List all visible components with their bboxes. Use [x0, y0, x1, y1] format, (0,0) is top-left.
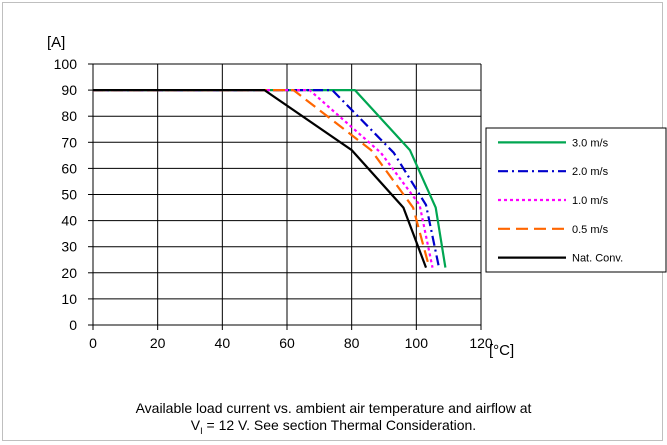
y-tick-label: 90 — [61, 82, 77, 98]
chart-grid — [93, 64, 481, 325]
chart-series — [93, 90, 445, 268]
x-tick-label: 40 — [215, 335, 231, 351]
figure-caption: Available load current vs. ambient air t… — [0, 400, 667, 440]
caption-line-1: Available load current vs. ambient air t… — [0, 400, 667, 417]
legend-label-1: 3.0 m/s — [572, 137, 609, 149]
legend-label-4: 0.5 m/s — [572, 224, 609, 236]
y-tick-label: 10 — [61, 291, 77, 307]
chart-legend: 3.0 m/s 2.0 m/s 1.0 m/s 0.5 m/s Nat. Conv. — [486, 128, 666, 272]
y-tick-label: 50 — [61, 187, 77, 203]
x-tick-label: 60 — [279, 335, 295, 351]
y-tick-label: 20 — [61, 265, 77, 281]
caption-line-2: VI = 12 V. See section Thermal Considera… — [0, 417, 667, 440]
y-axis-label: [A] — [47, 34, 65, 51]
x-axis-label: [°C] — [489, 342, 514, 359]
x-tick-label: 80 — [344, 335, 360, 351]
y-tick-label: 100 — [54, 56, 78, 72]
y-tick-label: 80 — [61, 108, 77, 124]
y-tick-label: 70 — [61, 134, 77, 150]
series-line-5 — [93, 90, 426, 268]
legend-label-3: 1.0 m/s — [572, 195, 609, 207]
x-tick-label: 100 — [405, 335, 429, 351]
y-tick-label: 0 — [69, 317, 77, 333]
legend-label-2: 2.0 m/s — [572, 166, 609, 178]
y-tick-label: 30 — [61, 239, 77, 255]
caption-voltage-symbol: V — [191, 417, 200, 433]
y-tick-label: 60 — [61, 160, 77, 176]
caption-line-2-text: = 12 V. See section Thermal Consideratio… — [203, 417, 477, 433]
series-line-2 — [93, 90, 439, 268]
x-tick-label: 0 — [89, 335, 97, 351]
x-tick-label: 20 — [150, 335, 166, 351]
y-tick-label: 40 — [61, 213, 77, 229]
legend-label-5: Nat. Conv. — [572, 253, 623, 265]
series-line-3 — [93, 90, 433, 268]
